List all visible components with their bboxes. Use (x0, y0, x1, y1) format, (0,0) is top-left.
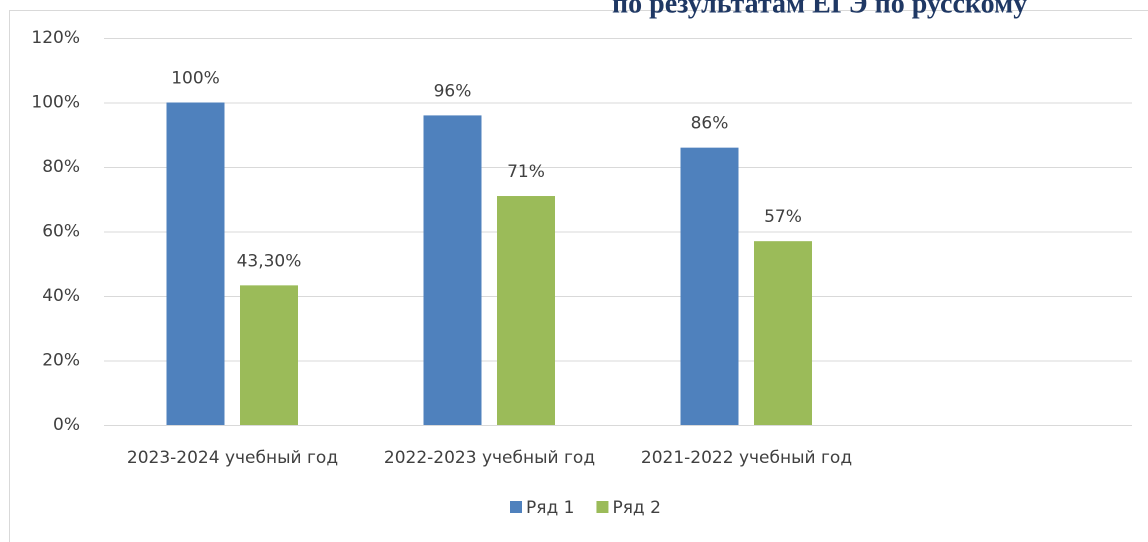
legend-swatch (596, 501, 609, 513)
y-tick-label: 100% (31, 93, 80, 113)
bar (166, 102, 225, 425)
x-tick-label: 2023-2024 учебный год (127, 448, 338, 468)
y-tick-label: 0% (53, 415, 80, 435)
data-label: 86% (691, 114, 729, 134)
data-label: 57% (764, 207, 802, 227)
bar (680, 147, 739, 425)
bar (497, 196, 555, 425)
data-label: 96% (434, 81, 472, 101)
y-tick-label: 60% (42, 222, 80, 242)
chart-title: по результатам ЕГЭ по русскому (612, 0, 1027, 19)
bar (423, 115, 482, 426)
data-label: 100% (171, 69, 220, 89)
data-label: 43,30% (237, 251, 302, 271)
data-label: 71% (507, 162, 545, 182)
bar (754, 241, 812, 425)
legend-swatch (510, 501, 522, 513)
legend-label: Ряд 1 (526, 498, 574, 518)
bar (240, 285, 298, 425)
y-tick-label: 120% (31, 28, 80, 48)
y-tick-label: 20% (42, 351, 80, 371)
y-tick-label: 40% (42, 286, 80, 306)
y-tick-label: 80% (42, 157, 80, 177)
x-tick-label: 2022-2023 учебный год (384, 448, 595, 468)
legend-label: Ряд 2 (612, 498, 660, 518)
x-tick-label: 2021-2022 учебный год (641, 448, 852, 468)
